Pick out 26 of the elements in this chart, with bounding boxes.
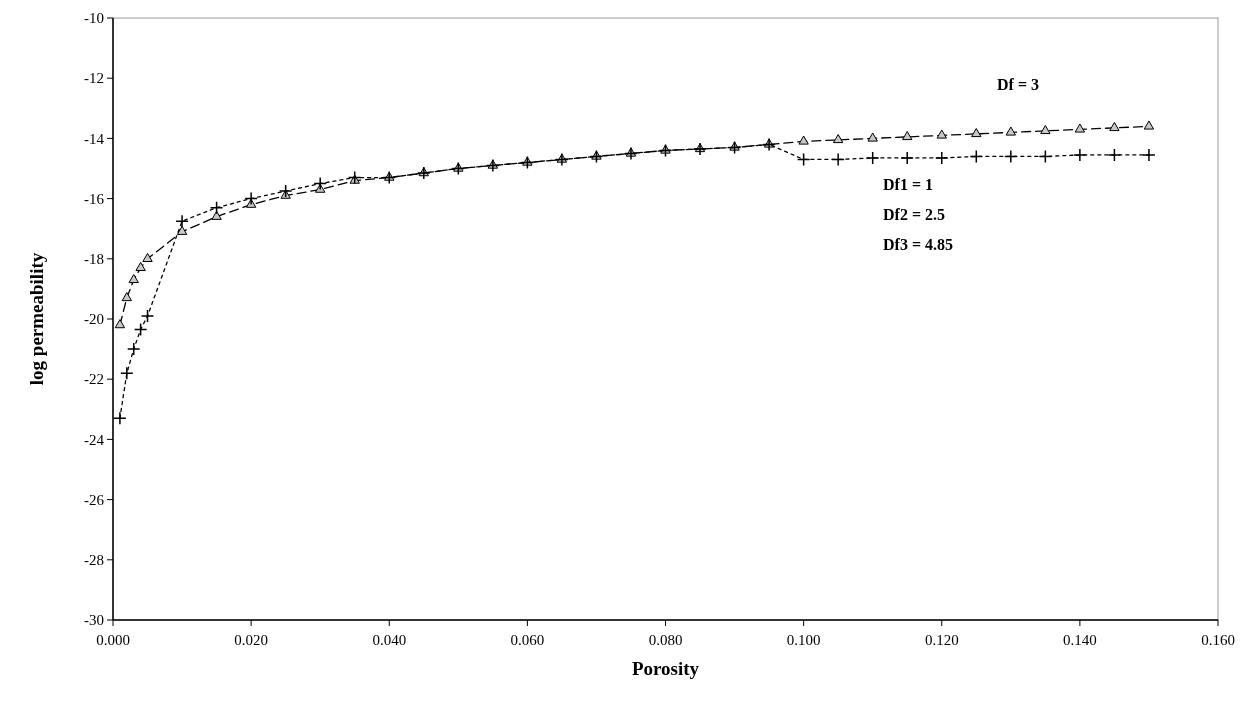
y-tick-label: -14 xyxy=(84,130,105,147)
x-tick-label: 0.040 xyxy=(372,632,407,648)
x-tick-label: 0.120 xyxy=(924,632,959,648)
annotation: Df3 = 4.85 xyxy=(883,235,954,253)
y-axis-title: log permeability xyxy=(26,252,47,386)
y-tick-label: -20 xyxy=(84,311,104,328)
x-tick-label: 0.100 xyxy=(786,632,821,648)
y-tick-label: -12 xyxy=(84,70,104,87)
y-tick-label: -30 xyxy=(84,612,104,629)
y-tick-label: -10 xyxy=(84,10,104,27)
x-tick-label: 0.080 xyxy=(648,632,683,648)
annotation: Df1 = 1 xyxy=(883,175,934,193)
y-tick-label: -26 xyxy=(84,491,105,508)
x-tick-label: 0.140 xyxy=(1063,632,1097,648)
y-tick-label: -18 xyxy=(84,251,104,268)
x-axis-title: Porosity xyxy=(631,658,700,679)
annotation: Df = 3 xyxy=(997,76,1039,94)
x-tick-label: 0.160 xyxy=(1201,632,1235,648)
y-tick-label: -24 xyxy=(84,431,105,448)
annotation: Df2 = 2.5 xyxy=(883,205,946,223)
x-tick-label: 0.020 xyxy=(234,632,268,648)
y-tick-label: -16 xyxy=(84,190,105,207)
x-tick-label: 0.060 xyxy=(510,632,545,648)
y-tick-label: -22 xyxy=(84,371,104,388)
y-tick-label: -28 xyxy=(84,552,104,569)
x-tick-label: 0.000 xyxy=(96,632,130,648)
